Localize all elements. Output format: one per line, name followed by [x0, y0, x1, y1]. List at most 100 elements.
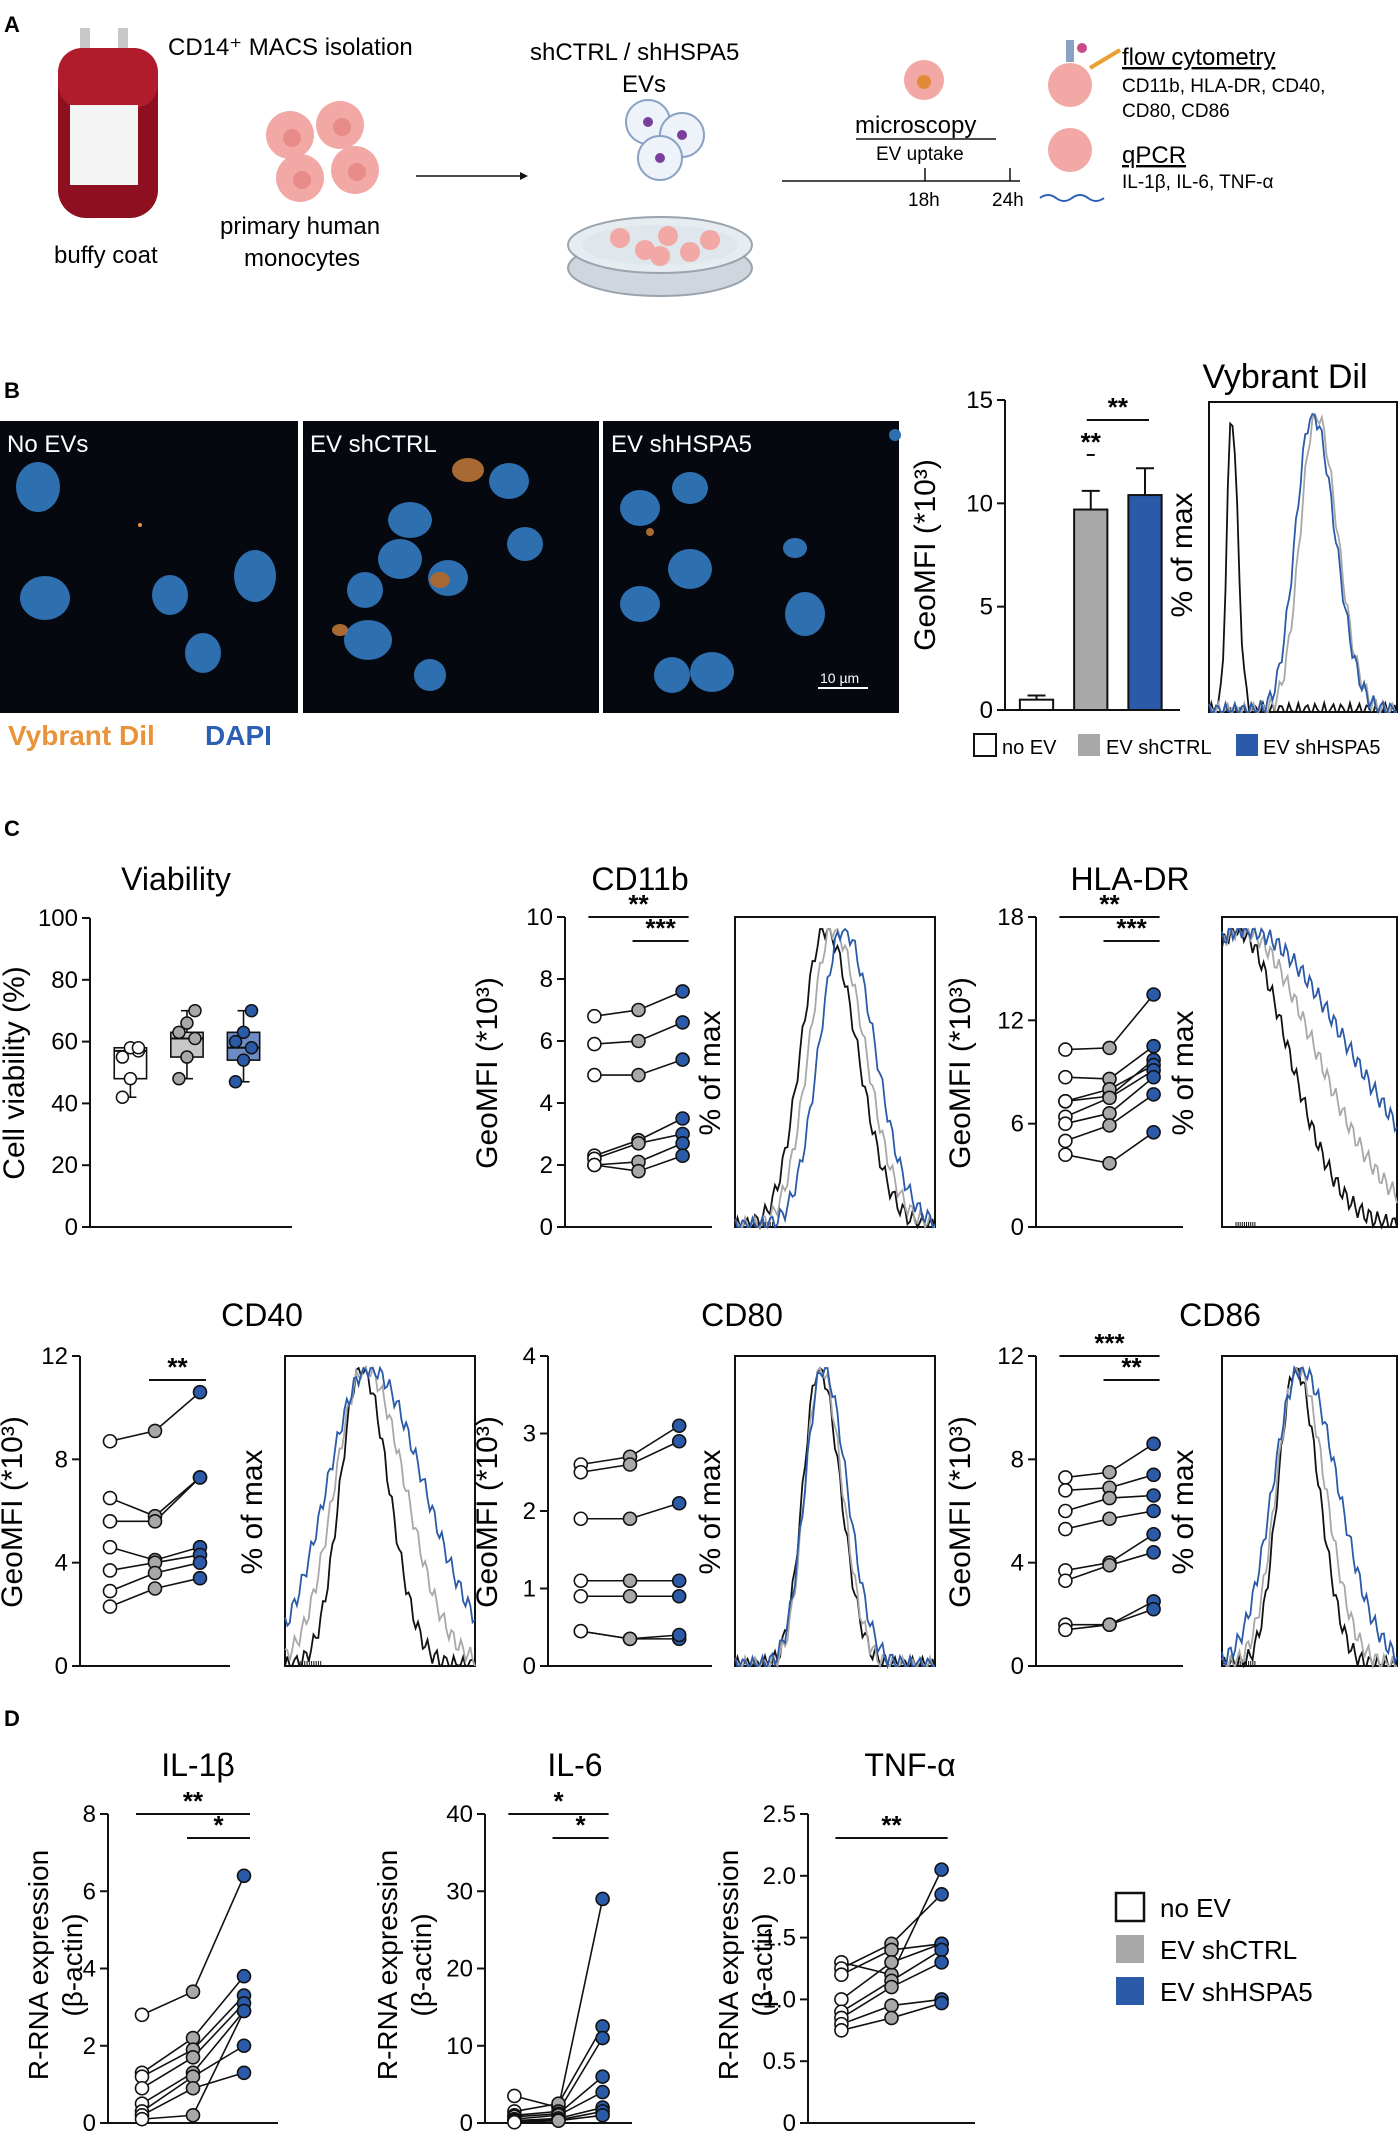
tnfa-y-label-2: (β-actin) [747, 1913, 778, 2016]
ev-vesicles-icon [625, 99, 705, 181]
cd11b-point [675, 1136, 690, 1151]
cd40-y-tick-label: 8 [55, 1446, 68, 1473]
viability-y-tick-label: 40 [51, 1090, 78, 1117]
vybrant_bar-bar [1073, 508, 1109, 711]
hladr-point [1102, 1118, 1117, 1133]
cd86-significance-label: *** [1094, 1328, 1125, 1358]
tnfa-y-tick-label: 2.5 [763, 1801, 796, 1828]
cd40-point [102, 1490, 118, 1506]
legend-b-swatch-shctrl [1078, 734, 1100, 756]
tnfa-y-tick-label: 1.5 [763, 1925, 796, 1952]
hladr-y-label: GeoMFI (*10³) [944, 977, 977, 1169]
cd80_hist-frame [734, 1355, 936, 1667]
viability-point [172, 1071, 186, 1086]
cd11b_hist-chart: % of max [694, 916, 936, 1231]
cd86-point [1146, 1467, 1161, 1483]
cd80-point [573, 1573, 589, 1589]
il6-point [507, 2114, 522, 2130]
petri-dish-icon [567, 216, 753, 297]
cd80-point [622, 1573, 638, 1589]
cd80-y-tick-label: 4 [523, 1343, 536, 1370]
il6-y-tick-label: 10 [446, 2033, 473, 2060]
hladr-point [1146, 1087, 1161, 1102]
qpcr-title: qPCR [1122, 142, 1186, 169]
stain-label-vybrant: Vybrant Dil [8, 720, 155, 751]
viability-point [228, 1075, 243, 1089]
cd40-point [147, 1565, 163, 1581]
arrow-icon [416, 172, 528, 180]
cd11b-point [631, 1033, 646, 1049]
il6-point [595, 2030, 610, 2046]
cd40_hist-chart: % of max [236, 1355, 476, 1668]
qpcr-markers: IL-1β, IL-6, TNF-α [1122, 172, 1273, 193]
cd11b-point [631, 1136, 646, 1151]
tnfa-point [934, 1887, 949, 1902]
cd40-point [102, 1599, 118, 1614]
hladr-y-tick-label: 12 [997, 1007, 1024, 1034]
cd80-point [671, 1573, 687, 1589]
micrograph-label-no-evs: No EVs [7, 431, 88, 458]
tnfa-y-tick-label: 0 [783, 2110, 796, 2137]
legend-d-label-no-ev: no EV [1160, 1893, 1231, 1923]
cd86-significance-label: ** [1121, 1352, 1142, 1382]
hladr-point [1146, 987, 1161, 1002]
cd40-point [102, 1563, 118, 1578]
il6-point [595, 2107, 610, 2123]
viability-y-tick-label: 20 [51, 1152, 78, 1179]
cd86-point [1146, 1601, 1161, 1617]
il6-point [595, 1891, 610, 1907]
il1b-pair-line [141, 2010, 245, 2120]
il6-chart: 0 10 20 30 40 IL-6 R-RNA expression (β-actin) * * [372, 1747, 632, 2137]
timepoint-24h: 24h [992, 190, 1024, 211]
hladr-point [1058, 1042, 1073, 1057]
il1b-point [134, 2111, 150, 2127]
cd86-y-tick-label: 8 [1011, 1446, 1024, 1473]
viability-y-tick-label: 0 [65, 1214, 78, 1241]
cd40-y-tick-label: 0 [55, 1653, 68, 1680]
viability-point [115, 1090, 130, 1104]
vybrant_bar-y-tick-label: 15 [966, 387, 993, 414]
uptake-label: EV uptake [876, 144, 964, 165]
il1b-y-tick-label: 0 [83, 2110, 96, 2137]
il6-point [595, 2069, 610, 2084]
hladr_hist-chart: % of max [1167, 916, 1398, 1230]
cd11b-point [631, 1002, 646, 1018]
viability-point [172, 1025, 186, 1040]
il6-y-tick-label: 20 [446, 1956, 473, 1983]
tnfa-point [934, 1955, 949, 1970]
monocytes-icon [266, 101, 379, 202]
cd86-point [1058, 1503, 1073, 1519]
charts-layer: 0 5 10 15 Vybrant Dil GeoMFI (*10³) ** ** % of m… [0, 358, 1398, 2137]
legend-d-swatch-shhspa5 [1116, 1977, 1144, 2005]
il1b-significance-label: ** [183, 1786, 204, 1816]
vybrant_bar-y-tick-label: 5 [980, 594, 993, 621]
legend-b-label-shctrl: EV shCTRL [1106, 737, 1212, 759]
tnfa-y-label-1: R-RNA expression [713, 1850, 744, 2080]
cd80-y-label: GeoMFI (*10³) [471, 1416, 504, 1608]
cells-label-1: primary human [220, 213, 380, 240]
ev-label-2: EVs [622, 71, 666, 98]
cd11b-y-tick-label: 6 [540, 1028, 553, 1055]
cd40-point [102, 1583, 118, 1599]
microscopy-label: microscopy [855, 112, 976, 139]
cells-label-2: monocytes [244, 245, 360, 272]
flow-markers-2: CD80, CD86 [1122, 101, 1230, 122]
cd40-point [192, 1570, 208, 1586]
cd11b-point [587, 1067, 602, 1083]
hladr_hist-y-label: % of max [1167, 1010, 1200, 1135]
cd80-point [622, 1511, 638, 1527]
cd86_hist-frame [1221, 1355, 1398, 1667]
cd80-point [573, 1511, 589, 1527]
cd80-y-tick-label: 3 [523, 1421, 536, 1448]
hladr-point [1058, 1133, 1073, 1149]
cd86_hist-series-line [1221, 1364, 1397, 1670]
legend-b-label-shhspa5: EV shHSPA5 [1263, 737, 1380, 759]
tnfa-point [934, 1862, 949, 1877]
cd86-y-label: GeoMFI (*10³) [944, 1416, 977, 1608]
timepoint-18h: 18h [908, 190, 940, 211]
cd40_hist-series-line [284, 1365, 476, 1628]
tnfa-title: TNF-α [864, 1747, 955, 1783]
cd40-point [192, 1470, 208, 1485]
micrograph-label-ev-shctrl: EV shCTRL [310, 431, 437, 458]
